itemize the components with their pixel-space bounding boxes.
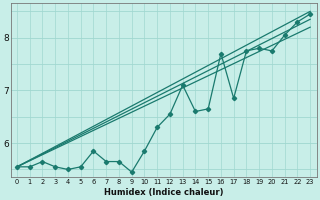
X-axis label: Humidex (Indice chaleur): Humidex (Indice chaleur) (104, 188, 223, 197)
